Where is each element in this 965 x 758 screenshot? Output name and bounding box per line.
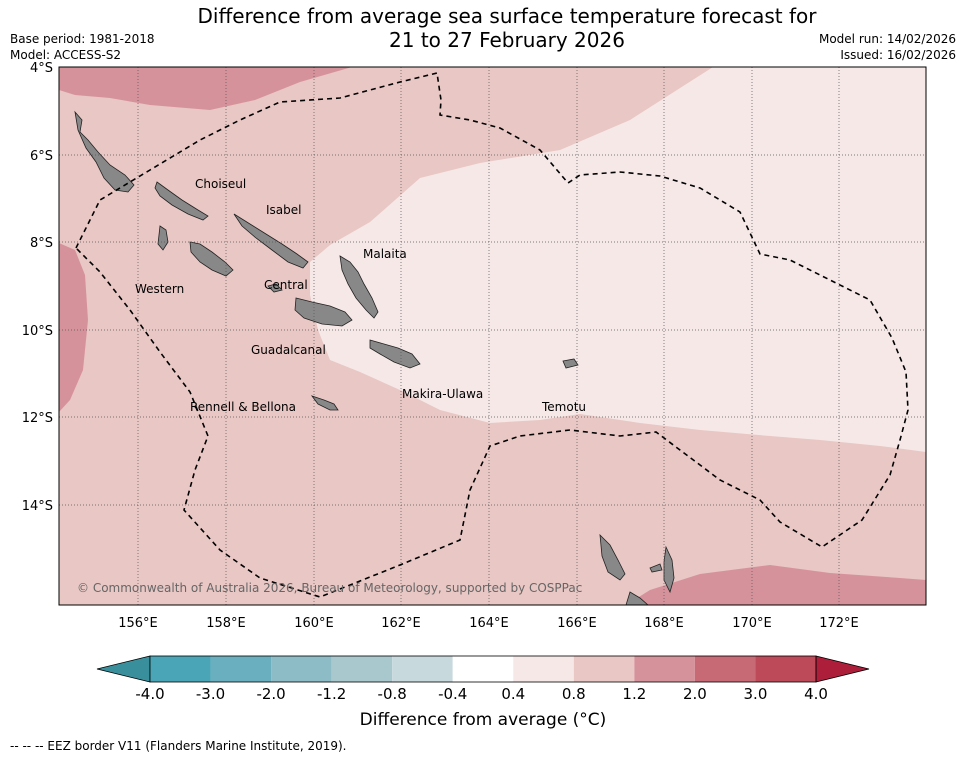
colorbar-segment xyxy=(150,656,211,682)
island-vanuatu-south xyxy=(625,591,649,605)
lon-tick-164e: 164°E xyxy=(469,616,509,631)
colorbar-segment xyxy=(271,656,332,682)
anomaly-band-1-2-2-0-west xyxy=(59,243,88,412)
lon-tick-172e: 172°E xyxy=(819,616,859,631)
land-masses xyxy=(74,110,675,605)
colorbar-tick-label: 4.0 xyxy=(804,685,828,703)
colorbar-tick-label: 3.0 xyxy=(744,685,768,703)
title-line-1: Difference from average sea surface temp… xyxy=(197,4,817,28)
island-santa-cruz xyxy=(562,358,579,369)
graticule xyxy=(59,67,926,605)
lon-tick-158e: 158°E xyxy=(206,616,246,631)
province-label-isabel: Isabel xyxy=(266,203,301,217)
colorbar xyxy=(96,655,870,683)
province-label-makira-ulawa: Makira-Ulawa xyxy=(402,387,483,401)
anomaly-band-1-2-2-0-southeast xyxy=(626,565,926,605)
island-new-georgia xyxy=(189,241,234,277)
colorbar-segment xyxy=(452,656,514,682)
copyright-notice: © Commonwealth of Australia 2026, Bureau… xyxy=(77,581,582,595)
province-label-western: Western xyxy=(135,282,184,296)
lon-tick-170e: 170°E xyxy=(732,616,772,631)
colorbar-tick-label: -2.0 xyxy=(256,685,285,703)
island-central xyxy=(267,283,283,293)
lat-tick-12s: 12°S xyxy=(22,411,53,426)
island-makira xyxy=(369,339,421,369)
colorbar-segment xyxy=(331,656,393,682)
colorbar-frame xyxy=(149,655,817,683)
eez-footnote: -- -- -- EEZ border V11 (Flanders Marine… xyxy=(10,739,347,753)
colorbar-segment xyxy=(392,656,453,682)
colorbar-segment xyxy=(513,656,574,682)
lat-tick-8s: 8°S xyxy=(30,236,53,251)
colorbar-tick-labels: -4.0 -3.0 -2.0 -1.2 -0.8 -0.4 0.4 0.8 1.2 2.0 3.0 4… xyxy=(135,685,828,703)
colorbar-tick-label: -4.0 xyxy=(135,685,164,703)
colorbar-tick-label: -0.4 xyxy=(438,685,467,703)
colorbar-tick-label: -0.8 xyxy=(378,685,407,703)
colorbar-extend-low xyxy=(96,655,151,683)
model-name: Model: ACCESS-S2 xyxy=(10,48,122,62)
colorbar-title: Difference from average (°C) xyxy=(359,710,607,730)
colorbar-tick-label: 0.4 xyxy=(501,685,525,703)
province-label-guadalcanal: Guadalcanal xyxy=(251,343,326,357)
colorbar-tick-label: -3.0 xyxy=(196,685,225,703)
colorbar-tick-label: 1.2 xyxy=(622,685,646,703)
anomaly-band-0-4-0-8 xyxy=(310,67,926,452)
island-western-north xyxy=(74,110,135,193)
meta-left: Base period: 1981-2018 Model: ACCESS-S2 xyxy=(10,31,155,63)
lon-tick-168e: 168°E xyxy=(644,616,684,631)
island-rennell xyxy=(310,395,339,411)
lat-tick-6s: 6°S xyxy=(30,149,53,164)
colorbar-extend-high xyxy=(815,655,870,683)
island-choiseul xyxy=(154,181,209,221)
lon-tick-162e: 162°E xyxy=(381,616,421,631)
base-period: Base period: 1981-2018 xyxy=(10,32,155,46)
eez-border xyxy=(75,72,909,598)
colorbar-segment xyxy=(573,656,635,682)
chart-title: Difference from average sea surface temp… xyxy=(0,4,965,52)
map-frame xyxy=(58,66,927,606)
map-field xyxy=(59,67,926,605)
colorbar-segment xyxy=(694,656,756,682)
colorbar-tick-label: 0.8 xyxy=(562,685,586,703)
colorbar-segment xyxy=(210,656,272,682)
province-label-choiseul: Choiseul xyxy=(195,177,246,191)
lat-tick-10s: 10°S xyxy=(22,324,53,339)
colorbar-segment xyxy=(755,656,816,682)
colorbar-segment xyxy=(634,656,695,682)
province-label-central: Central xyxy=(264,278,308,292)
province-label-rennell-bellona: Rennell & Bellona xyxy=(190,400,296,414)
province-label-temotu: Temotu xyxy=(541,400,586,414)
model-run: Model run: 14/02/2026 xyxy=(818,32,956,46)
island-malaita xyxy=(339,255,379,319)
lon-tick-156e: 156°E xyxy=(118,616,158,631)
lat-tick-4s: 4°S xyxy=(30,61,53,76)
island-isabel xyxy=(233,213,309,269)
issued-date: Issued: 16/02/2026 xyxy=(840,48,956,62)
island-vanuatu-small xyxy=(649,563,663,573)
colorbar-tick-label: -1.2 xyxy=(317,685,346,703)
colorbar-tick-label: 2.0 xyxy=(683,685,707,703)
lon-tick-160e: 160°E xyxy=(294,616,334,631)
island-guadalcanal xyxy=(294,297,353,327)
title-line-2: 21 to 27 February 2026 xyxy=(389,28,625,52)
lon-tick-166e: 166°E xyxy=(557,616,597,631)
island-vanuatu-north xyxy=(599,533,626,581)
anomaly-band-1-2-2-0-north xyxy=(59,67,352,110)
island-vella-lavella xyxy=(157,225,169,251)
meta-right: Model run: 14/02/2026 Issued: 16/02/2026 xyxy=(819,31,956,63)
province-label-malaita: Malaita xyxy=(363,247,407,261)
lat-tick-14s: 14°S xyxy=(22,499,53,514)
